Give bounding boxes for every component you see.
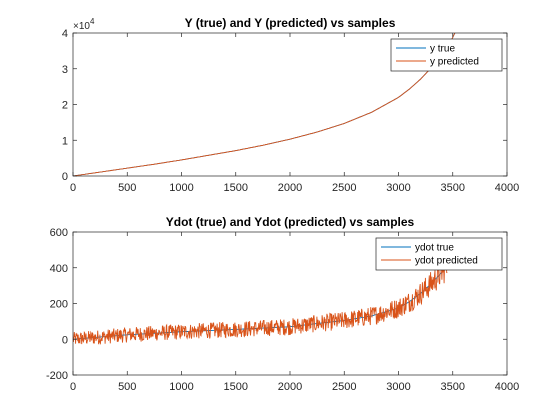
bottom-plot: 0 500 1000 1500 2000 2500 3000 3500 4000-2000200… [46, 215, 519, 393]
y-tick-label: 400 [50, 263, 68, 275]
top-plot: 0 500 1000 1500 2000 2500 3000 3500 400001234×10… [62, 16, 519, 194]
y-tick-label: 200 [50, 299, 68, 311]
y-tick-label: 3 [62, 64, 68, 76]
x-tick-label: 3500 [441, 182, 465, 194]
x-tick-label: 0 [70, 182, 76, 194]
x-tick-label: 4000 [495, 381, 519, 393]
y-exponent-base: ×10 [73, 21, 90, 32]
x-tick-label: 1000 [169, 381, 193, 393]
y-exponent-power: 4 [90, 17, 95, 26]
series-line-y-predicted [73, 33, 456, 176]
y-tick-label: 4 [62, 28, 68, 40]
legend-label: ydot true [415, 243, 454, 254]
x-tick-label: 0 [70, 381, 76, 393]
series-group [73, 254, 448, 345]
x-tick-label: 2000 [278, 381, 302, 393]
y-tick-label: -200 [46, 370, 68, 382]
legend-label: y predicted [430, 57, 479, 68]
legend: ydot true ydot predicted [375, 237, 503, 271]
x-tick-label: 2500 [332, 182, 356, 194]
series-line-ydot-predicted [73, 254, 448, 345]
legend-label: y true [430, 44, 455, 55]
chart-title: Ydot (true) and Ydot (predicted) vs samp… [166, 215, 415, 229]
x-tick-label: 1500 [224, 381, 248, 393]
chart-title: Y (true) and Y (predicted) vs samples [185, 16, 396, 30]
x-tick-label: 4000 [495, 182, 519, 194]
y-tick-label: 0 [62, 171, 68, 183]
y-exponent-label: ×104 [73, 17, 95, 32]
x-tick-label: 3500 [441, 381, 465, 393]
series-group [73, 33, 456, 176]
x-tick-label: 3000 [386, 381, 410, 393]
x-tick-label: 2500 [332, 381, 356, 393]
legend-label: ydot predicted [415, 256, 478, 267]
legend-box [390, 38, 503, 72]
y-tick-label: 600 [50, 227, 68, 239]
x-tick-label: 1500 [224, 182, 248, 194]
legend: y true y predicted [390, 38, 503, 72]
x-tick-label: 3000 [386, 182, 410, 194]
x-tick-label: 500 [118, 182, 136, 194]
y-tick-label: 1 [62, 135, 68, 147]
legend-box [375, 237, 503, 271]
y-tick-label: 0 [62, 334, 68, 346]
x-tick-label: 500 [118, 381, 136, 393]
x-tick-label: 2000 [278, 182, 302, 194]
x-tick-label: 1000 [169, 182, 193, 194]
y-tick-label: 2 [62, 100, 68, 112]
